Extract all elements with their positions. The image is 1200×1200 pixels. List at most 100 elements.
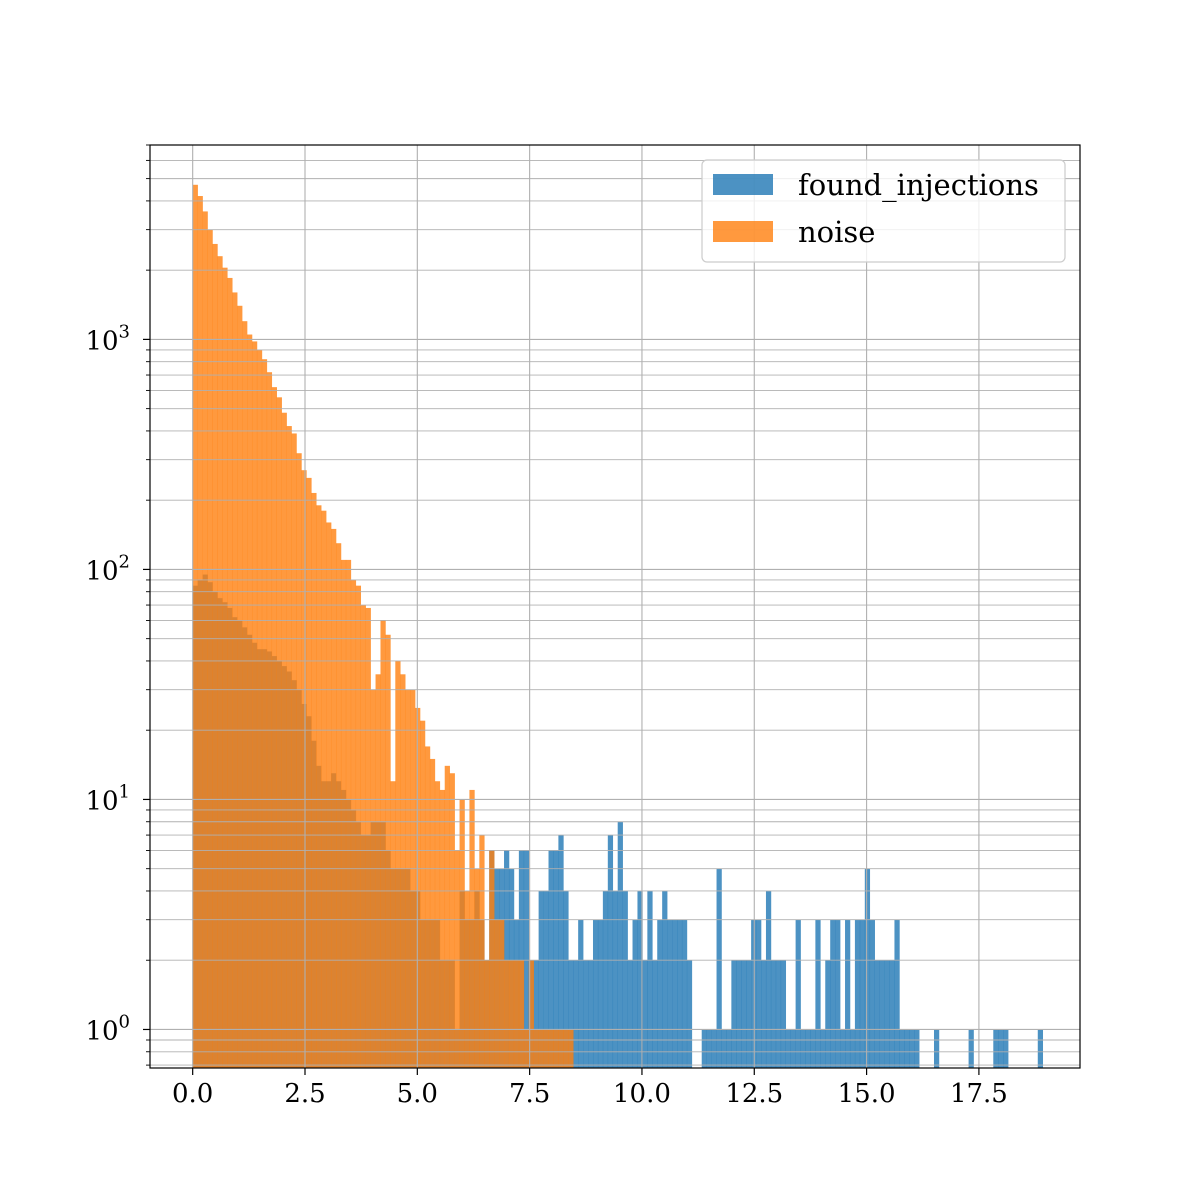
found-injections-bar-88 [627, 960, 633, 1068]
noise-bar-35 [365, 607, 371, 1068]
found-injections-bar-143 [899, 1029, 905, 1068]
legend-swatch-found-injections [713, 174, 773, 195]
y-tick-label-3: 103 [85, 321, 130, 356]
found-injections-bar-74 [558, 835, 564, 1068]
noise-bar-55 [464, 890, 470, 1068]
found-injections-bar-73 [553, 850, 559, 1068]
found-injections-bar-125 [810, 1029, 816, 1068]
found-injections-bar-171 [1037, 1029, 1044, 1068]
found-injections-bar-66 [518, 850, 525, 1068]
noise-bar-32 [350, 579, 357, 1068]
found-injections-bar-137 [869, 919, 875, 1068]
found-injections-bar-110 [736, 960, 742, 1068]
found-injections-bar-69 [533, 960, 539, 1068]
found-injections-bar-122 [795, 919, 801, 1068]
found-injections-bar-130 [835, 919, 841, 1068]
noise-bar-23 [306, 477, 312, 1068]
found-injections-bar-142 [894, 919, 900, 1068]
x-tick-label-7: 17.5 [950, 1079, 1008, 1109]
noise-bar-76 [568, 1029, 574, 1068]
noise-bar-43 [405, 689, 411, 1068]
found-injections-bar-127 [820, 1029, 826, 1068]
found-injections-bar-123 [800, 1029, 806, 1068]
found-injections-bar-83 [602, 890, 609, 1068]
noise-bar-53 [454, 850, 460, 1068]
found-injections-bar-99 [681, 919, 688, 1068]
found-injections-bar-131 [840, 1029, 846, 1068]
found-injections-bar-145 [909, 1029, 915, 1068]
found-injections-bar-116 [765, 890, 772, 1068]
found-injections-bar-89 [632, 919, 638, 1068]
noise-bar-58 [479, 835, 485, 1068]
noise-bar-63 [504, 960, 510, 1068]
noise-bar-11 [247, 334, 253, 1068]
noise-bar-38 [380, 620, 386, 1068]
found-injections-bar-67 [523, 850, 530, 1068]
found-injections-bar-95 [662, 890, 668, 1068]
found-injections-bar-163 [998, 1029, 1004, 1068]
grid-lines [150, 144, 1080, 1068]
noise-bar-14 [261, 359, 268, 1069]
noise-bar-22 [301, 470, 307, 1068]
noise-bar-44 [410, 689, 416, 1068]
legend-label-found-injections: found_injections [798, 168, 1039, 203]
y-tick-label-0: 100 [85, 1011, 130, 1046]
noise-bar-74 [558, 1029, 564, 1068]
noise-bar-31 [345, 559, 352, 1068]
noise-bar-61 [494, 919, 500, 1068]
y-tick-label-2: 102 [85, 551, 130, 586]
x-tick-label-4: 10.0 [613, 1079, 671, 1109]
noise-bar-15 [266, 372, 273, 1069]
noise-bar-47 [424, 746, 431, 1068]
found-injections-bar-150 [933, 1029, 940, 1068]
noise-bar-50 [439, 789, 446, 1068]
found-injections-bar-75 [563, 890, 569, 1068]
noise-bar-27 [326, 522, 332, 1068]
noise-bar-19 [286, 426, 292, 1068]
found-injections-bar-85 [612, 890, 618, 1068]
found-injections-bar-108 [726, 1029, 732, 1068]
found-injections-bar-133 [849, 1029, 856, 1068]
found-injections-bar-78 [578, 919, 584, 1068]
found-injections-bar-121 [790, 1029, 796, 1068]
noise-bar-40 [390, 781, 396, 1068]
found-injections-bar-129 [830, 919, 836, 1068]
noise-bar-66 [518, 960, 525, 1068]
x-tick-label-3: 7.5 [509, 1079, 550, 1109]
found-injections-bar-144 [904, 1029, 910, 1068]
found-injections-bar-79 [583, 960, 589, 1068]
found-injections-bar-80 [588, 960, 594, 1068]
noise-bar-42 [400, 674, 406, 1068]
x-tick-label-5: 12.5 [725, 1079, 783, 1109]
found-injections-bar-111 [741, 960, 747, 1068]
found-injections-bar-140 [884, 960, 890, 1068]
found-injections-bar-117 [770, 960, 777, 1068]
found-injections-bar-72 [548, 850, 554, 1068]
x-tick-label-0: 0.0 [172, 1079, 213, 1109]
found-injections-bar-97 [672, 919, 678, 1068]
noise-bar-39 [385, 634, 391, 1068]
noise-bar-13 [256, 349, 263, 1068]
found-injections-bar-96 [667, 919, 673, 1068]
noise-bar-75 [563, 1029, 569, 1068]
noise-bar-6 [222, 267, 228, 1068]
found-injections-bar-103 [701, 1029, 707, 1068]
noise-bar-24 [311, 492, 317, 1068]
axes-frame [149, 144, 1081, 1069]
found-injections-bar-86 [617, 821, 623, 1068]
noise-bar-49 [434, 781, 441, 1068]
noise-bar-69 [533, 1029, 539, 1068]
noise-bar-72 [548, 1029, 554, 1068]
noise-bar-70 [538, 1029, 544, 1068]
noise-bar-67 [523, 1029, 530, 1068]
x-axis-ticks: 0.0 2.5 5.0 7.5 10.0 12.5 15.0 17.5 [172, 1068, 1008, 1109]
found-injections-bar-71 [543, 890, 549, 1068]
noise-bar-30 [340, 559, 347, 1068]
found-injections-bar-70 [538, 890, 544, 1068]
found-injections-bar-134 [854, 919, 861, 1068]
noise-bar-62 [499, 919, 505, 1068]
found-injections-bar-76 [568, 960, 574, 1068]
found-injections-bar-126 [815, 919, 821, 1068]
found-injections-bar-92 [647, 890, 653, 1068]
found-injections-bar-98 [677, 919, 683, 1068]
